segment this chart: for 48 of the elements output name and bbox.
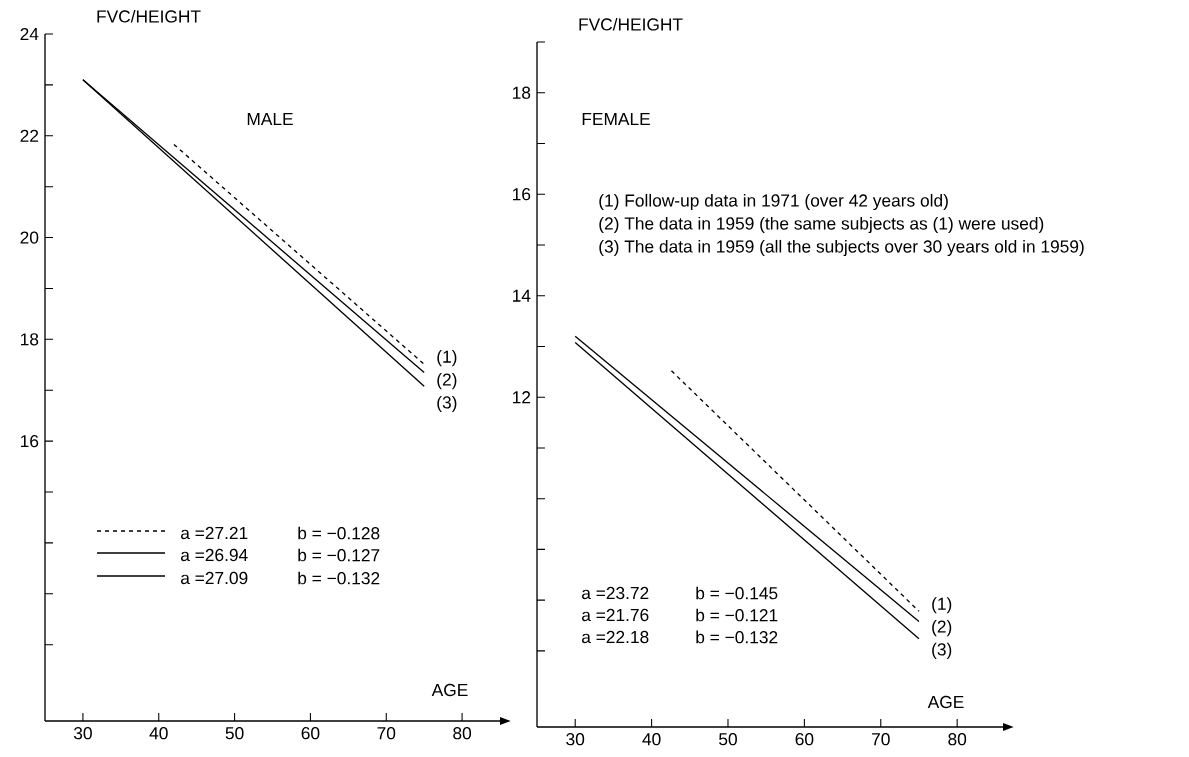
y-tick-label: 24	[20, 27, 39, 41]
y-tick-label: 12	[513, 391, 531, 404]
x-tick-label: 60	[301, 727, 320, 740]
x-tick-label: 80	[948, 733, 967, 746]
annotation: a =27.21	[181, 526, 248, 540]
y-tick-label: 14	[513, 289, 531, 302]
x-tick-label: 40	[642, 733, 661, 746]
text: MALE	[247, 113, 293, 125]
series-label: (3)	[437, 395, 457, 413]
annotation: b = −0.127	[298, 548, 380, 562]
x-axis-title: AGE	[927, 695, 964, 709]
annotation: a =23.72	[582, 586, 649, 600]
series-label: (1)	[932, 597, 952, 614]
annotation: a =21.76	[582, 608, 649, 622]
annotation: a =27.09	[181, 571, 248, 585]
x-axis-title: AGE	[431, 683, 468, 697]
series-label: (3)	[932, 642, 952, 659]
x-tick-label: 50	[225, 727, 244, 740]
x-tick-label: 70	[377, 727, 396, 740]
x-tick-label: 30	[73, 727, 92, 740]
y-axis-title: FVC/HEIGHT	[579, 17, 683, 31]
annotation: a =22.18	[582, 630, 649, 644]
series-label: (2)	[437, 372, 457, 390]
annotation: b = −0.128	[298, 526, 380, 540]
annotation: (1) Follow-up data in 1971 (over 42 years old)	[599, 193, 948, 211]
annotation: b = −0.121	[696, 608, 778, 622]
annotation: (3) The data in 1959 (all the subjects over 30 years old in 1959)	[599, 239, 1084, 257]
series-label: (2)	[932, 619, 952, 637]
annotation: b = −0.132	[298, 571, 380, 585]
annotation: (2) The data in 1959 (the same subjects as (1) were used)	[599, 216, 1044, 234]
x-tick-label: 80	[453, 727, 472, 740]
y-tick-label: 22	[20, 129, 39, 142]
y-tick-label: 20	[20, 231, 39, 244]
annotation: b = −0.145	[696, 586, 778, 600]
y-axis-title: FVC/HEIGHT	[97, 9, 201, 23]
annotation: b = −0.132	[696, 630, 778, 644]
y-tick-label: 18	[513, 86, 531, 99]
y-tick-label: 16	[513, 188, 531, 201]
x-tick-label: 30	[566, 733, 585, 746]
text: FEMALE	[582, 113, 650, 125]
x-tick-label: 50	[719, 733, 737, 746]
x-tick-label: 40	[149, 727, 168, 740]
x-tick-label: 70	[872, 733, 890, 746]
annotation: a =26.94	[181, 548, 248, 562]
y-tick-label: 16	[20, 434, 39, 448]
series-label: (1)	[437, 350, 457, 367]
x-tick-label: 60	[795, 733, 814, 746]
y-tick-label: 18	[20, 333, 39, 346]
